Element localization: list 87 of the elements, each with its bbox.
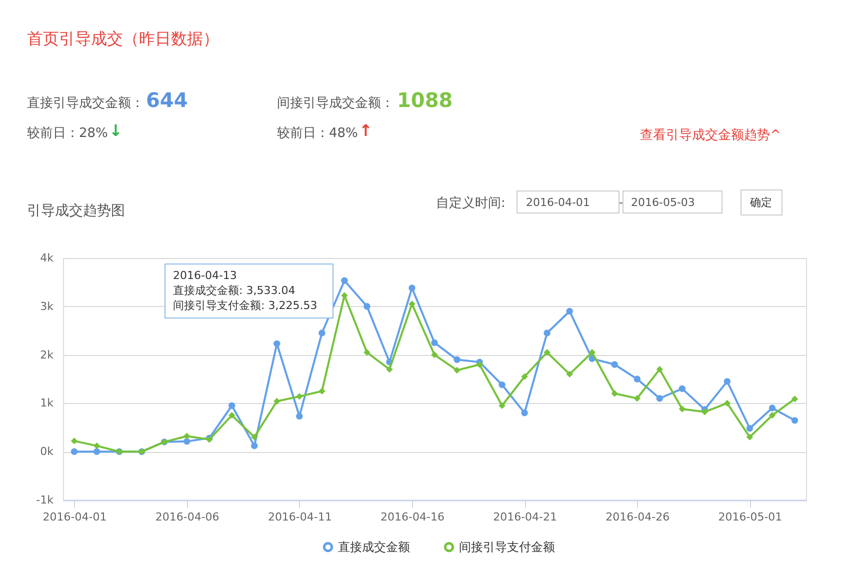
point bbox=[701, 408, 708, 416]
text: - bbox=[619, 196, 624, 209]
x-tick-label: 2016-04-26 bbox=[606, 510, 670, 524]
point bbox=[498, 381, 506, 388]
annotation: 2016-04-13 bbox=[173, 269, 237, 282]
point bbox=[746, 425, 754, 432]
point bbox=[183, 438, 190, 445]
text: 查看引导成交金额趋势^ bbox=[640, 127, 781, 143]
point bbox=[678, 406, 686, 412]
point bbox=[296, 393, 303, 400]
point bbox=[634, 376, 640, 382]
point bbox=[251, 434, 258, 440]
point bbox=[341, 277, 348, 284]
point bbox=[678, 385, 686, 392]
point bbox=[93, 448, 100, 455]
point bbox=[408, 300, 416, 308]
y-tick-label: 0k bbox=[40, 445, 54, 458]
point bbox=[93, 442, 100, 450]
point bbox=[746, 434, 754, 440]
point bbox=[251, 442, 258, 450]
point bbox=[521, 373, 528, 380]
text: 直接引导成交金额： bbox=[27, 95, 144, 111]
point bbox=[408, 284, 416, 292]
text: 间接引导成交金额： bbox=[277, 95, 394, 111]
point bbox=[431, 351, 438, 358]
point bbox=[183, 432, 190, 440]
x-tick-label: 2016-04-21 bbox=[493, 510, 558, 524]
point bbox=[454, 366, 460, 374]
point bbox=[228, 412, 236, 419]
x-tick-label: 2016-04-16 bbox=[380, 510, 444, 524]
point bbox=[228, 402, 236, 409]
text: 1088 bbox=[397, 88, 453, 112]
legend-label: 间接引导支付金额 bbox=[459, 540, 555, 554]
text: 2016-05-03 bbox=[631, 196, 695, 209]
text: 较前日：28% bbox=[27, 126, 108, 141]
text: ↑ bbox=[359, 121, 372, 140]
y-tick-label: 3k bbox=[40, 300, 54, 313]
point bbox=[476, 361, 483, 368]
point bbox=[544, 349, 550, 356]
x-tick-label: 2016-04-06 bbox=[155, 510, 220, 524]
point bbox=[431, 339, 438, 346]
point bbox=[544, 330, 550, 336]
point bbox=[386, 366, 393, 373]
point bbox=[498, 402, 506, 409]
point bbox=[611, 361, 618, 368]
point bbox=[566, 370, 573, 378]
point bbox=[566, 308, 573, 315]
y-tick-label: -1k bbox=[36, 494, 54, 506]
point bbox=[454, 356, 460, 363]
point bbox=[724, 378, 731, 385]
text: ↓ bbox=[109, 121, 122, 140]
x-tick-label: 2016-04-01 bbox=[42, 510, 107, 524]
point bbox=[768, 404, 776, 412]
annotation: 直接成交金额: 3,533.04 bbox=[173, 284, 296, 297]
point bbox=[724, 400, 731, 407]
point bbox=[656, 366, 664, 373]
text: 自定义时间: bbox=[436, 196, 506, 211]
x-tick-label: 2016-05-01 bbox=[718, 510, 782, 524]
point bbox=[791, 417, 798, 424]
annotation: 间接引导支付金额: 3,225.53 bbox=[173, 299, 318, 312]
point bbox=[70, 438, 78, 444]
point bbox=[274, 340, 280, 348]
point bbox=[656, 395, 664, 402]
text: 较前日：48% bbox=[277, 126, 358, 141]
point bbox=[364, 303, 370, 310]
point bbox=[296, 412, 303, 420]
point bbox=[318, 388, 326, 394]
point bbox=[318, 330, 326, 336]
chart-subtitle: 引导成交趋势图 bbox=[27, 203, 125, 219]
point bbox=[611, 390, 618, 397]
y-tick-label: 4k bbox=[40, 252, 54, 264]
point bbox=[274, 398, 280, 405]
text: 2016-04-01 bbox=[526, 196, 590, 209]
y-tick-label: 2k bbox=[40, 348, 54, 362]
x-tick-label: 2016-04-11 bbox=[268, 510, 332, 524]
text: 确定 bbox=[749, 196, 772, 209]
chart-title: 首页引导成交（昨日数据） bbox=[27, 29, 219, 48]
legend-label: 直接成交金额 bbox=[338, 540, 410, 554]
point bbox=[768, 412, 776, 419]
point bbox=[364, 349, 370, 356]
text: 644 bbox=[146, 88, 188, 112]
point bbox=[70, 448, 78, 455]
point bbox=[588, 349, 596, 356]
y-tick-label: 1k bbox=[40, 396, 54, 410]
point bbox=[634, 395, 640, 402]
point bbox=[791, 396, 798, 402]
point bbox=[521, 410, 528, 416]
